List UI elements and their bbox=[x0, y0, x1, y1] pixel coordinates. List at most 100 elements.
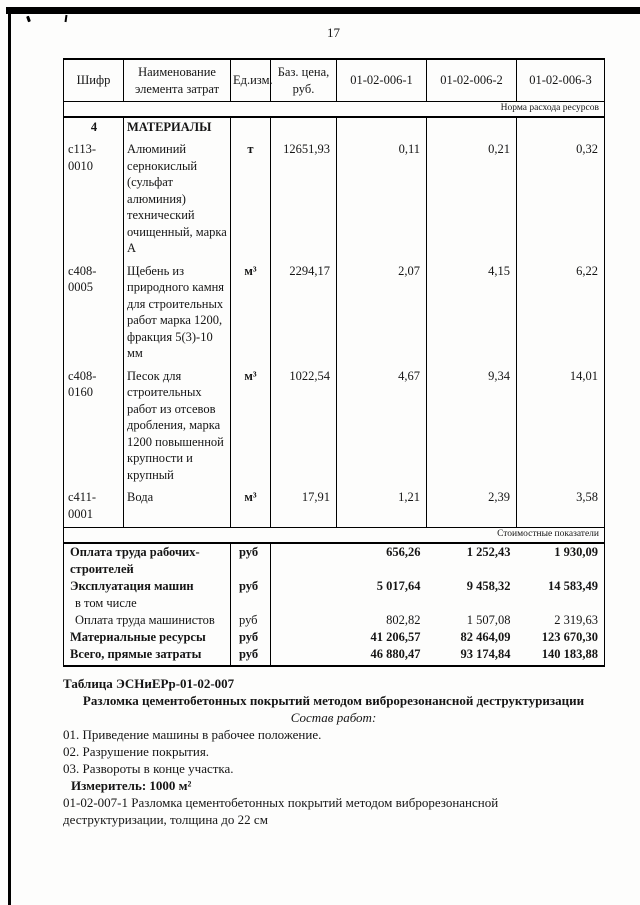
work-item-2: 02. Разрушение покрытия. bbox=[63, 743, 210, 759]
header-name: Наименование элемента затрат bbox=[123, 58, 231, 102]
cell-price: 1022,54 bbox=[270, 366, 337, 489]
cost-empty bbox=[271, 612, 337, 629]
cost-value-1: 41 206,57 bbox=[370, 629, 421, 644]
entry-description: 01-02-007-1 Разломка цементобетонных пок… bbox=[63, 794, 499, 827]
cost-band-row: Стоимостные показатели bbox=[63, 527, 605, 545]
cell-name: Песок для строительных работ из отсевов … bbox=[123, 366, 231, 489]
cell-value-1: 2,07 bbox=[336, 261, 427, 367]
page-number: 17 bbox=[327, 25, 340, 40]
cost-row-total: Всего, прямые затраты руб 46 880,47 93 1… bbox=[63, 645, 605, 667]
cell-code: 4 bbox=[63, 116, 124, 141]
cost-unit: руб bbox=[230, 628, 271, 646]
cost-empty bbox=[271, 578, 337, 595]
cell-name: Алюминий сернокислый (сульфат алюминия) … bbox=[123, 140, 231, 262]
cost-row-materials: Материальные ресурсы руб 41 206,57 82 46… bbox=[63, 628, 605, 646]
material-row: с113-0010 Алюминий сернокислый (сульфат … bbox=[63, 140, 605, 262]
header-norm-006-3: 01-02-006-3 bbox=[516, 58, 605, 102]
cost-value-1: 46 880,47 bbox=[370, 646, 421, 661]
cost-band-label: Стоимостные показатели bbox=[63, 527, 605, 545]
scan-edge-top-bar bbox=[6, 7, 640, 14]
cost-value-1: 656,26 bbox=[386, 545, 421, 560]
cell-value-3: 6,22 bbox=[516, 261, 605, 367]
resource-cost-table: Шифр Наименование элемента затрат Ед.изм… bbox=[63, 58, 605, 668]
material-row: с408-0160 Песок для строительных работ и… bbox=[63, 366, 605, 489]
cell-unit: м³ bbox=[230, 488, 271, 528]
cost-unit: руб bbox=[230, 578, 271, 595]
scan-artifact-mark bbox=[64, 14, 68, 23]
cell-unit: т bbox=[230, 140, 271, 262]
cell-value-1: 0,11 bbox=[336, 140, 427, 262]
work-item-3: 03. Развороты в конце участка. bbox=[63, 760, 234, 776]
cell-value-1 bbox=[336, 116, 427, 141]
norm-band-label: Норма расхода ресурсов bbox=[63, 100, 605, 118]
cell-code: с408-0005 bbox=[63, 261, 124, 367]
next-table-section: Таблица ЭСНиЕРр-01-02-007 Разломка цемен… bbox=[63, 676, 604, 828]
cost-value-2: 82 464,09 bbox=[460, 629, 511, 644]
cell-name: Щебень из природного камня для строитель… bbox=[123, 261, 231, 367]
cell-value-1: 4,67 bbox=[336, 366, 427, 489]
cost-empty bbox=[271, 646, 337, 667]
cell-value-2: 2,39 bbox=[426, 488, 517, 528]
cost-label: Всего, прямые затраты bbox=[63, 645, 231, 667]
cost-value-3: 14 583,49 bbox=[548, 579, 598, 593]
header-unit: Ед.изм. bbox=[230, 58, 273, 102]
cell-price bbox=[270, 116, 337, 141]
cell-unit: м³ bbox=[230, 261, 271, 367]
cost-value-1 bbox=[337, 595, 427, 612]
cell-price: 12651,93 bbox=[270, 140, 337, 262]
table-title: Разломка цементобетонных покрытий методо… bbox=[82, 693, 585, 709]
cell-value-2: 0,21 bbox=[426, 140, 517, 262]
cost-label: Материальные ресурсы bbox=[63, 628, 231, 646]
cost-value-3: 1 930,09 bbox=[554, 545, 598, 560]
cost-unit: руб bbox=[230, 645, 271, 667]
page-content: Шифр Наименование элемента затрат Ед.изм… bbox=[63, 58, 605, 828]
cost-row-labor: Оплата труда рабочих-строителей руб 656,… bbox=[63, 543, 605, 578]
cell-value-1: 1,21 bbox=[336, 488, 427, 528]
cell-value-3 bbox=[516, 116, 605, 141]
table-reference: Таблица ЭСНиЕРр-01-02-007 bbox=[63, 676, 235, 692]
cost-label: Оплата труда рабочих-строителей bbox=[63, 543, 231, 578]
cost-value-1: 5 017,64 bbox=[376, 579, 421, 593]
header-base-price: Баз. цена, руб. bbox=[270, 58, 337, 102]
works-label: Состав работ: bbox=[290, 710, 377, 726]
scan-edge-left-bar bbox=[8, 7, 11, 905]
header-shifr: Шифр bbox=[63, 58, 124, 102]
cell-code: с411-0001 bbox=[63, 488, 124, 528]
material-row: с411-0001 Вода м³ 17,91 1,21 2,39 3,58 bbox=[63, 488, 605, 528]
cost-unit bbox=[230, 594, 271, 612]
cell-value-2: 9,34 bbox=[426, 366, 517, 489]
cost-value-2: 93 174,84 bbox=[460, 646, 511, 661]
cell-price: 17,91 bbox=[270, 488, 337, 528]
cell-code: с408-0160 bbox=[63, 366, 124, 489]
cell-unit: м³ bbox=[230, 366, 271, 489]
cost-value-2: 1 507,08 bbox=[466, 612, 511, 627]
cost-row-including: в том числе bbox=[63, 594, 605, 612]
material-section-row: 4 МАТЕРИАЛЫ bbox=[63, 116, 605, 141]
cost-label: Эксплуатация машин bbox=[63, 578, 231, 595]
cell-code: с113-0010 bbox=[63, 140, 124, 262]
norm-band-row: Норма расхода ресурсов bbox=[63, 100, 605, 118]
cost-value-3: 2 319,63 bbox=[554, 612, 598, 627]
scan-artifact-mark bbox=[26, 15, 31, 23]
cost-unit: руб bbox=[230, 543, 271, 578]
cost-label: Оплата труда машинистов bbox=[63, 611, 231, 629]
cost-row-operators: Оплата труда машинистов руб 802,82 1 507… bbox=[63, 611, 605, 629]
work-item-1: 01. Приведение машины в рабочее положени… bbox=[63, 727, 322, 743]
cost-value-3: 123 670,30 bbox=[541, 629, 598, 644]
cost-value-2 bbox=[427, 595, 517, 612]
material-row: с408-0005 Щебень из природного камня для… bbox=[63, 261, 605, 367]
cell-price: 2294,17 bbox=[270, 261, 337, 367]
cell-name: Вода bbox=[123, 488, 231, 528]
cost-value-2: 1 252,43 bbox=[466, 545, 511, 560]
cost-empty bbox=[271, 543, 337, 578]
cell-unit bbox=[230, 116, 271, 141]
cell-value-2 bbox=[426, 116, 517, 141]
header-norm-006-2: 01-02-006-2 bbox=[426, 58, 517, 102]
cell-value-3: 14,01 bbox=[516, 366, 605, 489]
table-header-row: Шифр Наименование элемента затрат Ед.изм… bbox=[63, 58, 605, 102]
cell-value-3: 3,58 bbox=[516, 488, 605, 528]
cost-value-3 bbox=[517, 595, 605, 612]
cell-name: МАТЕРИАЛЫ bbox=[123, 116, 231, 141]
header-norm-006-1: 01-02-006-1 bbox=[336, 58, 427, 102]
